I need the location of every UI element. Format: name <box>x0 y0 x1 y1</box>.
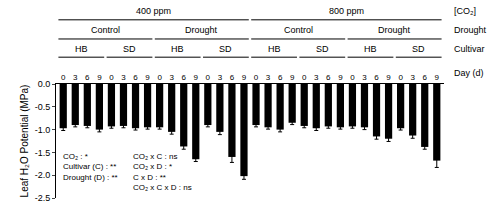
svg-text:SD: SD <box>316 44 329 54</box>
svg-text:Control: Control <box>91 25 120 35</box>
svg-text:400 ppm: 400 ppm <box>136 6 171 16</box>
svg-text:9: 9 <box>145 73 150 82</box>
svg-text:6: 6 <box>230 73 235 82</box>
svg-text:Drought: Drought <box>378 25 411 35</box>
svg-text:6: 6 <box>85 73 90 82</box>
svg-text:Day (d): Day (d) <box>454 68 484 78</box>
svg-text:6: 6 <box>326 73 331 82</box>
svg-text:9: 9 <box>338 73 343 82</box>
svg-text:6: 6 <box>182 73 187 82</box>
svg-text:0: 0 <box>206 73 211 82</box>
svg-text:3: 3 <box>362 73 367 82</box>
svg-text:0: 0 <box>61 73 66 82</box>
svg-text:3: 3 <box>410 73 415 82</box>
svg-text:6: 6 <box>422 73 427 82</box>
svg-text:9: 9 <box>97 73 102 82</box>
svg-text:0.0: 0.0 <box>38 79 51 89</box>
svg-text:-2.0: -2.0 <box>35 170 51 180</box>
svg-text:CO₂ : *Cultivar (C) : **Drough: CO₂ : *Cultivar (C) : **Drought (D) : ** <box>63 152 118 182</box>
svg-text:HB: HB <box>364 44 377 54</box>
svg-text:0: 0 <box>350 73 355 82</box>
svg-text:6: 6 <box>133 73 138 82</box>
svg-text:SD: SD <box>412 44 425 54</box>
svg-text:-2.5: -2.5 <box>35 193 51 203</box>
svg-text:Cultivar: Cultivar <box>454 44 485 54</box>
svg-text:9: 9 <box>290 73 295 82</box>
svg-text:3: 3 <box>121 73 126 82</box>
svg-text:3: 3 <box>314 73 319 82</box>
svg-text:3: 3 <box>218 73 223 82</box>
svg-text:Drought: Drought <box>454 25 487 35</box>
svg-text:3: 3 <box>169 73 174 82</box>
svg-text:0: 0 <box>109 73 114 82</box>
svg-text:800 ppm: 800 ppm <box>329 6 364 16</box>
svg-text:Leaf H₂O Potential (MPa): Leaf H₂O Potential (MPa) <box>19 85 30 198</box>
svg-text:[CO₂]: [CO₂] <box>454 6 476 16</box>
svg-text:9: 9 <box>386 73 391 82</box>
svg-text:-1.5: -1.5 <box>35 148 51 158</box>
svg-text:SD: SD <box>219 44 232 54</box>
svg-text:-1.0: -1.0 <box>35 125 51 135</box>
svg-text:0: 0 <box>302 73 307 82</box>
svg-text:9: 9 <box>194 73 199 82</box>
svg-text:HB: HB <box>268 44 281 54</box>
svg-text:HB: HB <box>75 44 88 54</box>
svg-text:-0.5: -0.5 <box>35 102 51 112</box>
svg-text:SD: SD <box>123 44 136 54</box>
svg-text:0: 0 <box>398 73 403 82</box>
svg-text:9: 9 <box>435 73 440 82</box>
svg-text:3: 3 <box>73 73 78 82</box>
svg-text:0: 0 <box>254 73 259 82</box>
svg-text:0: 0 <box>157 73 162 82</box>
svg-text:Control: Control <box>284 25 313 35</box>
svg-text:Drought: Drought <box>185 25 218 35</box>
svg-text:3: 3 <box>266 73 271 82</box>
svg-text:CO₂ x C : nsCO₂ x D : *C x D :: CO₂ x C : nsCO₂ x D : *C x D : **CO₂ x C… <box>133 152 192 192</box>
svg-text:HB: HB <box>171 44 184 54</box>
svg-text:6: 6 <box>374 73 379 82</box>
svg-text:6: 6 <box>278 73 283 82</box>
svg-text:9: 9 <box>242 73 247 82</box>
